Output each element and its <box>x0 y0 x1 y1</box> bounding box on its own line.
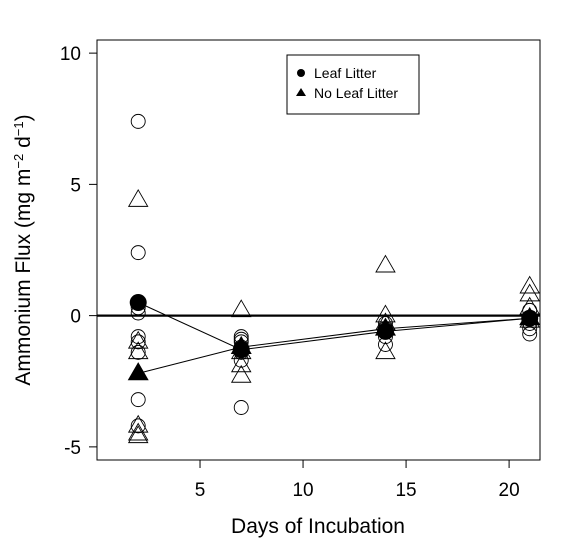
legend: Leaf Litter No Leaf Litter <box>286 54 420 115</box>
leaf-litter-replicate-point <box>130 329 146 345</box>
leaf-litter-replicate-point <box>130 334 146 350</box>
legend-box <box>286 54 420 115</box>
no-leaf-litter-replicate-point <box>375 341 396 360</box>
no-leaf-litter-replicate-point <box>127 425 149 444</box>
legend-circle-marker <box>297 69 305 77</box>
leaf-litter-replicate-point <box>130 245 146 261</box>
no-leaf-litter-replicate-point <box>375 254 396 273</box>
no-leaf-litter-replicate-point <box>127 422 149 441</box>
y-tick-label: -5 <box>64 438 81 459</box>
y-axis-title: Ammonium Flux (mg m−2 d−1) <box>11 114 36 385</box>
no-leaf-litter-replicate-point <box>519 283 540 302</box>
x-axis-title: Days of Incubation <box>231 515 405 538</box>
no-leaf-litter-replicate-point <box>127 330 149 349</box>
no-leaf-litter-mean-point <box>374 317 396 336</box>
no-leaf-litter-mean-point <box>230 335 252 355</box>
legend-label-no-leaf-litter: No Leaf Litter <box>314 85 398 101</box>
leaf-litter-mean-point <box>129 294 147 311</box>
leaf-litter-replicate-point <box>130 113 146 129</box>
plot-frame <box>96 39 541 461</box>
axes: 5 10 15 20 -5 0 5 10 <box>60 44 520 501</box>
no-leaf-litter-replicate-point <box>127 189 149 207</box>
leaf-litter-replicate-point <box>130 392 146 408</box>
y-tick-label: 0 <box>70 307 81 328</box>
legend-label-leaf-litter: Leaf Litter <box>314 65 377 81</box>
leaf-litter-mean-line <box>138 302 530 351</box>
mean-lines <box>138 302 530 374</box>
replicate-points <box>127 113 540 444</box>
x-tick-label: 15 <box>395 480 416 501</box>
no-leaf-litter-mean-point <box>127 362 149 381</box>
mean-points <box>127 294 541 381</box>
leaf-litter-replicate-point <box>130 344 146 360</box>
no-leaf-litter-replicate-point <box>519 275 540 294</box>
no-leaf-litter-replicate-point <box>230 299 252 318</box>
no-leaf-litter-replicate-point <box>127 341 149 360</box>
x-tick-label: 5 <box>195 480 206 501</box>
legend-triangle-marker <box>296 88 306 96</box>
no-leaf-litter-mean-point <box>519 306 541 326</box>
no-leaf-litter-replicate-point <box>230 364 252 383</box>
y-tick-label: 5 <box>70 175 81 196</box>
leaf-litter-replicate-point <box>233 400 249 415</box>
no-leaf-litter-replicate-point <box>230 354 252 373</box>
no-leaf-litter-replicate-point <box>127 414 149 433</box>
y-tick-label: 10 <box>60 44 81 65</box>
leaf-litter-replicate-point <box>130 418 146 434</box>
x-tick-label: 10 <box>292 480 313 501</box>
no-leaf-litter-mean-line <box>138 317 530 374</box>
x-tick-label: 20 <box>499 480 520 501</box>
